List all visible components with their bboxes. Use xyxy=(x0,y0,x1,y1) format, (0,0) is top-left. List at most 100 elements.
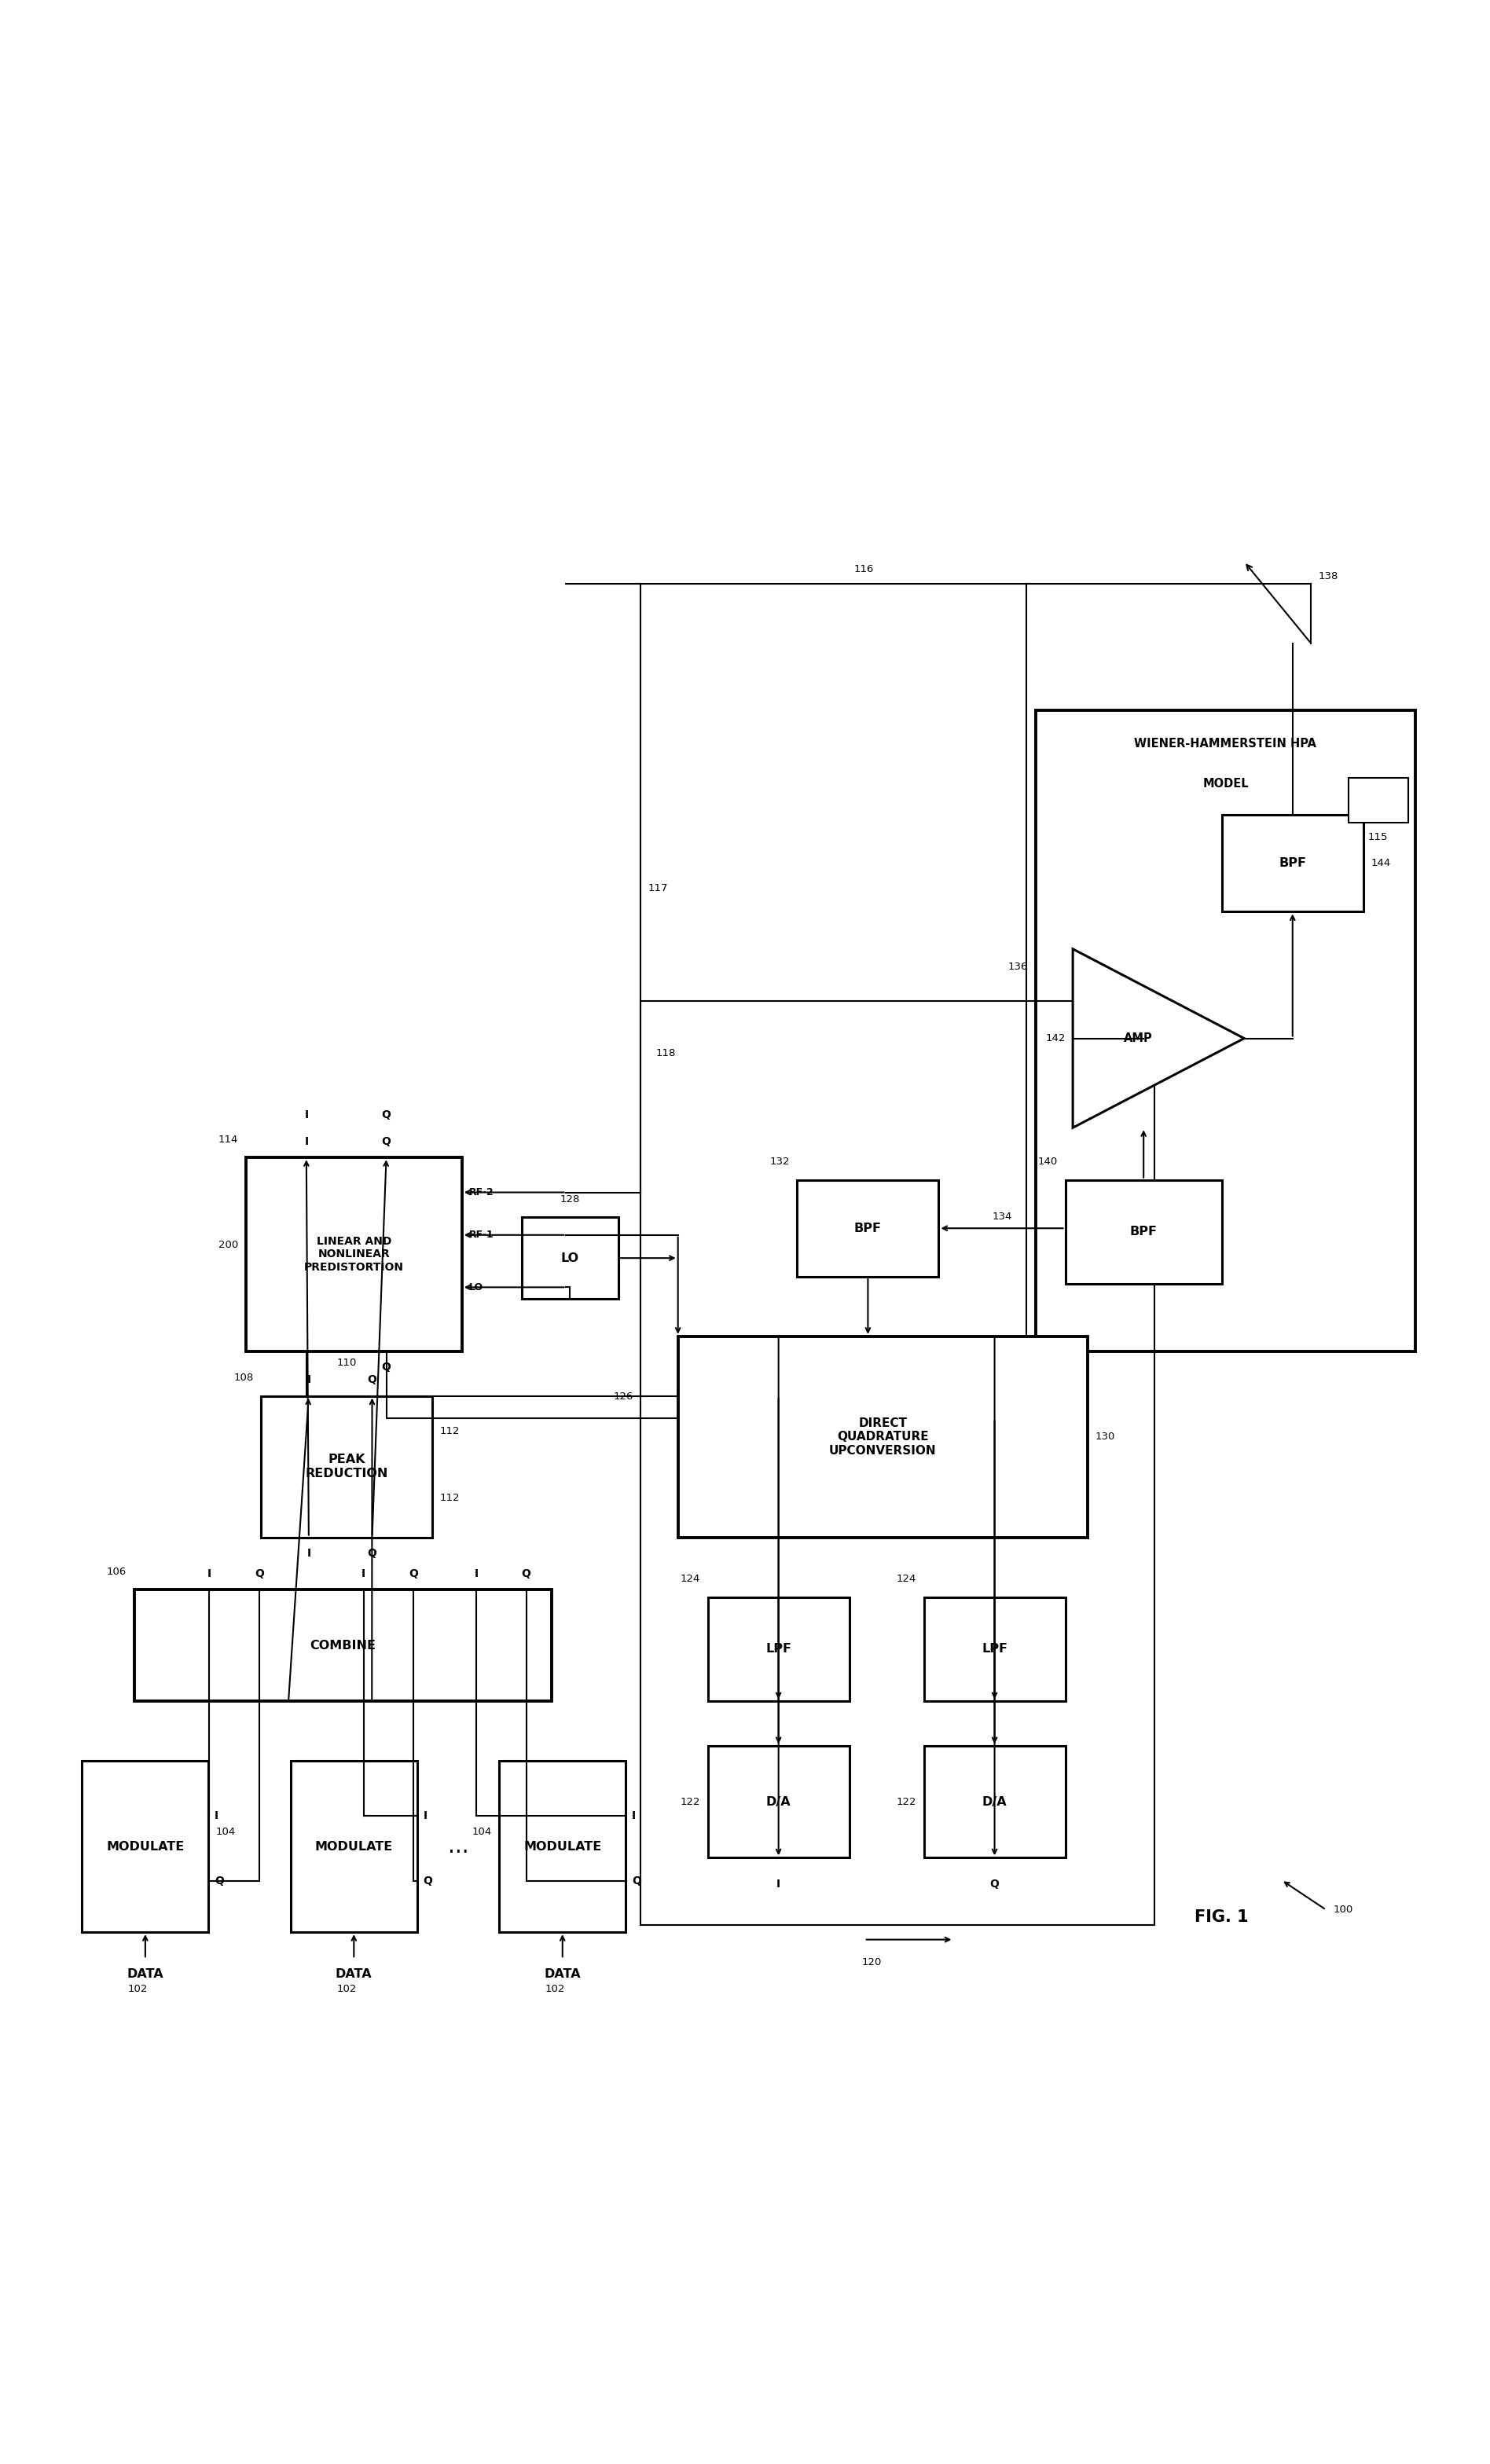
Text: BPF: BPF xyxy=(1278,857,1307,870)
Text: Q: Q xyxy=(521,1567,530,1579)
Text: AMP: AMP xyxy=(1123,1032,1152,1045)
Text: Q: Q xyxy=(368,1547,377,1560)
Text: Q: Q xyxy=(423,1875,432,1887)
Text: I: I xyxy=(632,1811,636,1821)
Text: 200: 200 xyxy=(219,1239,238,1249)
Text: 106: 106 xyxy=(107,1567,127,1577)
Text: I: I xyxy=(304,1136,308,1148)
Bar xyxy=(499,1762,626,1932)
Text: I: I xyxy=(307,1547,311,1560)
Text: 126: 126 xyxy=(614,1392,633,1402)
Bar xyxy=(261,1397,432,1538)
Text: Q: Q xyxy=(381,1136,390,1148)
Text: I: I xyxy=(207,1567,212,1579)
Bar xyxy=(246,1158,462,1350)
Text: 120: 120 xyxy=(861,1956,882,1966)
Bar xyxy=(1036,710,1415,1350)
Text: BPF: BPF xyxy=(854,1222,882,1234)
Text: 132: 132 xyxy=(770,1158,790,1168)
Text: DATA: DATA xyxy=(544,1969,581,1979)
Bar xyxy=(1065,1180,1222,1284)
Bar xyxy=(924,1597,1065,1700)
Text: 117: 117 xyxy=(648,882,668,894)
Text: LO: LO xyxy=(469,1281,484,1294)
Text: I: I xyxy=(362,1567,365,1579)
Text: 122: 122 xyxy=(897,1796,916,1806)
Bar xyxy=(1348,779,1408,823)
Text: D/A: D/A xyxy=(766,1796,791,1809)
Text: LINEAR AND
NONLINEAR
PREDISTORTION: LINEAR AND NONLINEAR PREDISTORTION xyxy=(304,1237,404,1271)
Text: I: I xyxy=(215,1811,219,1821)
Text: ...: ... xyxy=(447,1836,469,1858)
Text: 134: 134 xyxy=(992,1212,1012,1222)
Text: Q: Q xyxy=(255,1567,264,1579)
Bar xyxy=(924,1747,1065,1858)
Text: 100: 100 xyxy=(1334,1905,1353,1915)
Bar xyxy=(641,1000,1155,1924)
Bar xyxy=(82,1762,209,1932)
Text: 144: 144 xyxy=(1371,857,1390,867)
Text: 118: 118 xyxy=(656,1047,675,1060)
Text: DIRECT
QUADRATURE
UPCONVERSION: DIRECT QUADRATURE UPCONVERSION xyxy=(828,1417,937,1456)
Text: 102: 102 xyxy=(128,1984,148,1993)
Bar xyxy=(291,1762,417,1932)
Bar xyxy=(797,1180,939,1276)
Bar xyxy=(521,1217,618,1299)
Bar xyxy=(708,1597,849,1700)
Text: I: I xyxy=(776,1878,781,1890)
Text: 124: 124 xyxy=(681,1574,700,1584)
Text: Q: Q xyxy=(408,1567,419,1579)
Text: LPF: LPF xyxy=(766,1643,791,1656)
Text: 114: 114 xyxy=(219,1133,238,1146)
Text: I: I xyxy=(307,1375,311,1385)
Text: 138: 138 xyxy=(1319,572,1338,582)
Text: LO: LO xyxy=(560,1252,580,1264)
Text: 104: 104 xyxy=(216,1826,235,1836)
Text: I: I xyxy=(304,1363,308,1372)
Text: PEAK
REDUCTION: PEAK REDUCTION xyxy=(305,1454,387,1478)
Text: Q: Q xyxy=(381,1109,390,1121)
Text: Q: Q xyxy=(989,1878,1000,1890)
Text: RF-2: RF-2 xyxy=(469,1188,495,1198)
Text: 128: 128 xyxy=(560,1195,580,1205)
Text: 115: 115 xyxy=(1368,833,1389,843)
Text: MODULATE: MODULATE xyxy=(523,1841,602,1853)
Text: MODULATE: MODULATE xyxy=(314,1841,393,1853)
Bar xyxy=(678,1335,1088,1538)
Bar xyxy=(1222,816,1363,912)
Text: MODEL: MODEL xyxy=(1202,779,1249,788)
Text: Q: Q xyxy=(368,1375,377,1385)
Text: Q: Q xyxy=(215,1875,224,1887)
Text: COMBINE: COMBINE xyxy=(310,1639,375,1651)
Text: 140: 140 xyxy=(1039,1158,1058,1168)
Text: I: I xyxy=(304,1109,308,1121)
Text: 104: 104 xyxy=(472,1826,492,1836)
Text: 112: 112 xyxy=(440,1493,459,1503)
Text: 130: 130 xyxy=(1095,1432,1115,1441)
Text: 108: 108 xyxy=(234,1372,253,1382)
Text: Q: Q xyxy=(632,1875,641,1887)
Text: 110: 110 xyxy=(337,1358,356,1368)
Text: 112: 112 xyxy=(440,1427,459,1437)
Text: 102: 102 xyxy=(545,1984,565,1993)
Text: DATA: DATA xyxy=(127,1969,164,1979)
Text: I: I xyxy=(423,1811,428,1821)
Text: 136: 136 xyxy=(1009,961,1028,971)
Bar xyxy=(134,1589,551,1700)
Text: BPF: BPF xyxy=(1129,1227,1158,1237)
Bar xyxy=(708,1747,849,1858)
Polygon shape xyxy=(1073,949,1244,1129)
Text: 102: 102 xyxy=(337,1984,356,1993)
Text: WIENER-HAMMERSTEIN HPA: WIENER-HAMMERSTEIN HPA xyxy=(1134,737,1317,749)
Text: 116: 116 xyxy=(854,564,875,574)
Text: LPF: LPF xyxy=(982,1643,1007,1656)
Text: 124: 124 xyxy=(897,1574,916,1584)
Text: Q: Q xyxy=(381,1363,390,1372)
Text: MODULATE: MODULATE xyxy=(106,1841,185,1853)
Text: 142: 142 xyxy=(1046,1032,1065,1042)
Text: DATA: DATA xyxy=(335,1969,372,1979)
Text: I: I xyxy=(474,1567,478,1579)
Text: D/A: D/A xyxy=(982,1796,1007,1809)
Text: FIG. 1: FIG. 1 xyxy=(1195,1910,1249,1924)
Text: RF-1: RF-1 xyxy=(469,1230,495,1239)
